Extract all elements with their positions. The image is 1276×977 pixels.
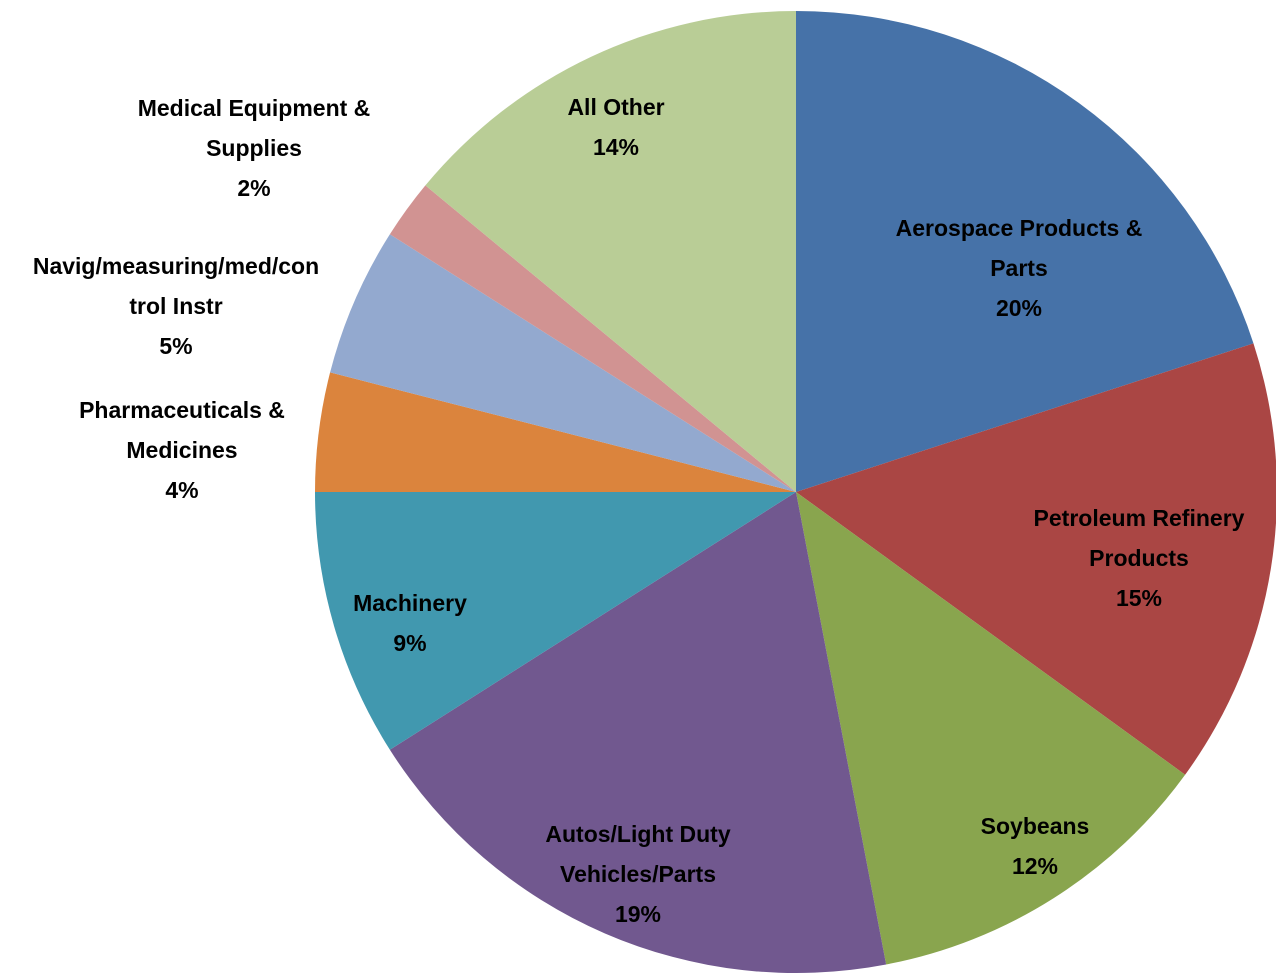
value-label: 20% — [995, 295, 1043, 321]
data-label: Aerospace Products & Parts 20% — [869, 208, 1169, 328]
category-label: Soybeans — [980, 813, 1090, 839]
value-label: 15% — [1115, 585, 1163, 611]
pie-slice — [796, 343, 1276, 775]
pie-slice — [796, 11, 1254, 492]
category-label: Medical Equipment & Supplies — [137, 95, 371, 161]
category-label: Machinery — [353, 590, 467, 616]
category-label: Navig/measuring/med/control Instr — [32, 253, 320, 319]
data-label: Medical Equipment & Supplies 2% — [104, 88, 404, 208]
data-label: Machinery 9% — [310, 583, 510, 663]
value-label: 5% — [159, 333, 193, 359]
data-label: Pharmaceuticals & Medicines 4% — [52, 390, 312, 510]
pie-slice — [796, 492, 1186, 965]
pie-slice — [315, 492, 796, 750]
value-label: 19% — [614, 901, 662, 927]
pie-slice — [425, 10, 796, 492]
category-label: Pharmaceuticals & Medicines — [79, 397, 285, 463]
pie-slice — [315, 372, 796, 492]
value-label: 2% — [237, 175, 271, 201]
value-label: 12% — [1011, 853, 1059, 879]
category-label: All Other — [567, 94, 665, 120]
category-label: Autos/Light Duty Vehicles/Parts — [545, 821, 731, 887]
data-label: All Other 14% — [516, 87, 716, 167]
pie-slice — [389, 185, 796, 493]
data-label: Petroleum Refinery Products 15% — [1004, 498, 1274, 618]
value-label: 4% — [165, 477, 199, 503]
category-label: Petroleum Refinery Products — [1033, 505, 1245, 571]
category-label: Aerospace Products & Parts — [895, 215, 1143, 281]
value-label: 14% — [592, 134, 640, 160]
pie-slice — [330, 234, 796, 492]
data-label: Soybeans 12% — [935, 806, 1135, 886]
pie-slice — [389, 492, 887, 973]
data-label: Navig/measuring/med/control Instr 5% — [31, 246, 321, 366]
data-label: Autos/Light Duty Vehicles/Parts 19% — [523, 814, 753, 934]
value-label: 9% — [393, 630, 427, 656]
